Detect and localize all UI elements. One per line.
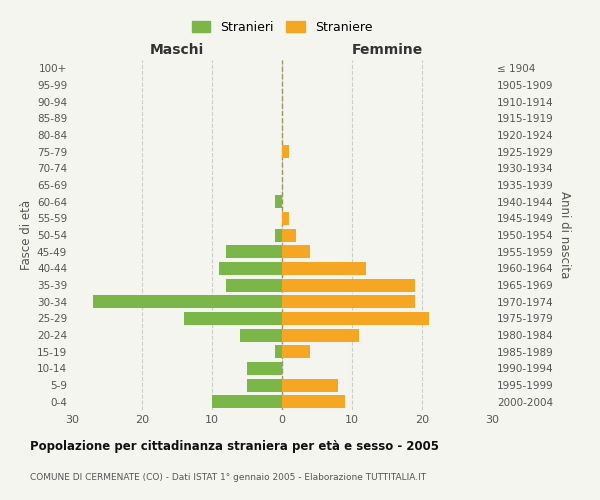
Bar <box>226 278 282 291</box>
Bar <box>219 262 282 275</box>
Bar <box>282 212 289 225</box>
Y-axis label: Anni di nascita: Anni di nascita <box>558 192 571 278</box>
Legend: Stranieri, Straniere: Stranieri, Straniere <box>188 18 376 38</box>
Text: Maschi: Maschi <box>150 42 204 56</box>
Bar <box>282 145 289 158</box>
Bar <box>282 295 415 308</box>
Y-axis label: Fasce di età: Fasce di età <box>20 200 33 270</box>
Bar <box>247 362 282 375</box>
Bar <box>275 228 282 241</box>
Bar <box>184 312 282 325</box>
Bar <box>282 262 366 275</box>
Bar <box>282 228 296 241</box>
Bar <box>282 378 338 392</box>
Bar <box>212 395 282 408</box>
Bar <box>247 378 282 392</box>
Bar <box>240 328 282 342</box>
Bar <box>282 245 310 258</box>
Bar <box>282 278 415 291</box>
Bar <box>282 345 310 358</box>
Bar <box>275 195 282 208</box>
Bar <box>282 328 359 342</box>
Bar <box>282 395 345 408</box>
Text: COMUNE DI CERMENATE (CO) - Dati ISTAT 1° gennaio 2005 - Elaborazione TUTTITALIA.: COMUNE DI CERMENATE (CO) - Dati ISTAT 1°… <box>30 473 426 482</box>
Bar <box>275 345 282 358</box>
Bar <box>93 295 282 308</box>
Bar <box>226 245 282 258</box>
Text: Femmine: Femmine <box>352 42 422 56</box>
Text: Popolazione per cittadinanza straniera per età e sesso - 2005: Popolazione per cittadinanza straniera p… <box>30 440 439 453</box>
Bar <box>282 312 429 325</box>
